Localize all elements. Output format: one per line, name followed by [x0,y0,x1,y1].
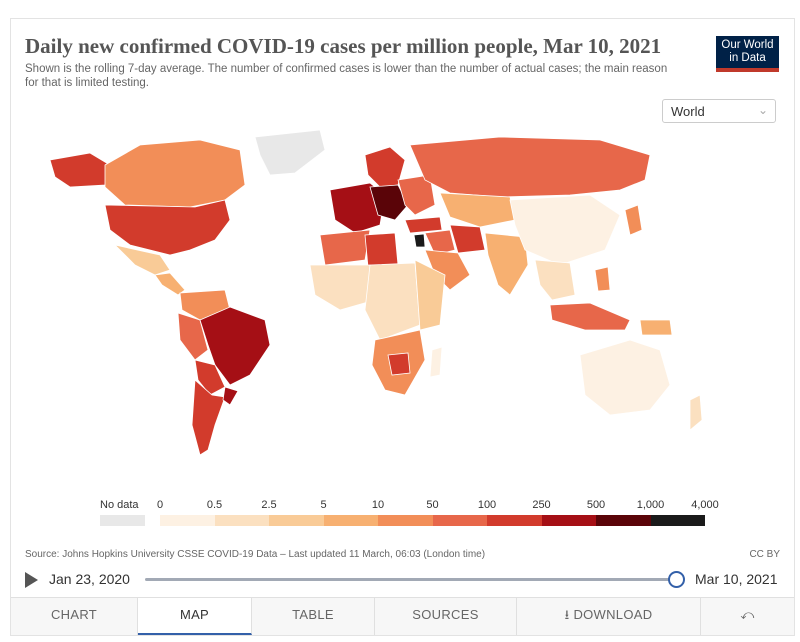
region-western-europe[interactable] [329,182,386,234]
region-kazakhstan[interactable] [439,192,516,228]
region-peru[interactable] [177,312,209,361]
timeline-handle[interactable] [668,571,685,588]
timeline-start-label: Jan 23, 2020 [49,571,130,587]
region-middle-east[interactable] [424,229,456,256]
legend-swatch[interactable] [378,515,433,526]
region-central-america[interactable] [154,272,186,296]
world-map[interactable] [30,125,770,465]
legend-no-data-label: No data [100,499,139,511]
tab-chart[interactable]: CHART [11,598,138,635]
region-japan[interactable] [624,204,643,236]
legend-tick-label: 250 [532,499,551,511]
region-iran[interactable] [449,224,486,254]
region-bolivia-paraguay[interactable] [194,359,226,396]
page-title: Daily new confirmed COVID-19 cases per m… [25,34,662,58]
legend-swatch[interactable] [269,515,324,526]
region-russia[interactable] [409,136,651,198]
legend-tick-label: 5 [320,499,327,511]
map-legend: No data 0 0.5 2.5 5 10 50 100 250 500 1,000 4,000 [100,499,720,533]
chevron-down-icon: ⌄ [757,103,768,117]
legend-swatch[interactable] [650,515,705,526]
timeline-end-label: Mar 10, 2021 [695,571,778,587]
region-west-africa[interactable] [309,264,376,311]
logo-line-2: in Data [729,52,766,64]
legend-tick-label: 10 [371,499,385,511]
region-turkey[interactable] [404,216,443,234]
legend-swatch[interactable] [487,515,542,526]
tab-bar: CHART MAP TABLE SOURCES ⭳ DOWNLOAD ⤺ [11,597,794,635]
region-madagascar[interactable] [429,346,443,378]
region-libya[interactable] [364,232,399,268]
tab-table[interactable]: TABLE [252,598,375,635]
region-indonesia[interactable] [549,302,631,331]
legend-swatch[interactable] [541,515,596,526]
legend-tick-label: 0.5 [206,499,223,511]
legend-tick-label: 100 [477,499,497,511]
share-button[interactable]: ⤺ [701,598,794,635]
region-new-zealand[interactable] [689,394,703,431]
region-east-africa[interactable] [414,259,446,331]
region-southeast-asia[interactable] [534,259,576,301]
region-usa[interactable] [104,199,231,256]
owid-logo[interactable]: Our World in Data [716,36,779,72]
tab-sources[interactable]: SOURCES [375,598,517,635]
region-png[interactable] [639,319,673,336]
download-icon: ⭳ [564,607,570,622]
legend-swatch[interactable] [596,515,651,526]
subtitle: Shown is the rolling 7-day average. The … [25,63,668,89]
region-brazil[interactable] [199,306,271,386]
legend-tick-label: 4,000 [691,499,719,511]
region-mexico[interactable] [113,244,171,276]
tab-download[interactable]: ⭳ DOWNLOAD [517,598,701,635]
tab-map-label: MAP [179,607,210,622]
timeline-track[interactable] [145,578,677,581]
license-link[interactable]: CC BY [749,549,780,560]
region-chile-argentina[interactable] [191,379,226,456]
region-botswana[interactable] [387,352,411,376]
share-icon: ⤺ [740,607,755,622]
region-uruguay[interactable] [222,386,239,406]
legend-no-data-swatch [100,515,145,526]
legend-tick-label: 0 [156,499,164,511]
region-central-africa[interactable] [364,262,421,341]
legend-tick-label: 50 [426,499,439,511]
legend-swatch[interactable] [432,515,487,526]
logo-line-1: Our World [721,39,774,51]
region-select-value: World [671,104,705,119]
legend-swatch[interactable] [214,515,269,526]
region-north-africa[interactable] [319,229,371,266]
tab-chart-label: CHART [50,607,98,622]
region-philippines[interactable] [594,266,611,292]
legend-swatch[interactable] [323,515,378,526]
tab-download-label: DOWNLOAD [573,607,653,622]
tab-table-label: TABLE [292,607,334,622]
region-select[interactable]: World ⌄ [662,99,776,123]
region-australia[interactable] [579,339,671,416]
tab-map[interactable]: MAP [138,598,252,635]
region-alaska[interactable] [49,152,111,188]
legend-tick-label: 500 [586,499,606,511]
legend-tick-label: 2.5 [261,499,277,511]
play-icon[interactable] [25,572,38,588]
source-note: Source: Johns Hopkins University CSSE CO… [25,549,486,560]
tab-sources-label: SOURCES [412,607,479,622]
region-israel-jordan[interactable] [413,233,426,248]
region-central-europe[interactable] [369,184,409,221]
region-greenland[interactable] [254,129,326,176]
region-canada[interactable] [104,139,246,208]
legend-tick-label: 1,000 [636,499,665,511]
timeline: Jan 23, 2020 Mar 10, 2021 [25,568,785,592]
legend-swatch[interactable] [160,515,215,526]
region-china[interactable] [509,194,621,266]
